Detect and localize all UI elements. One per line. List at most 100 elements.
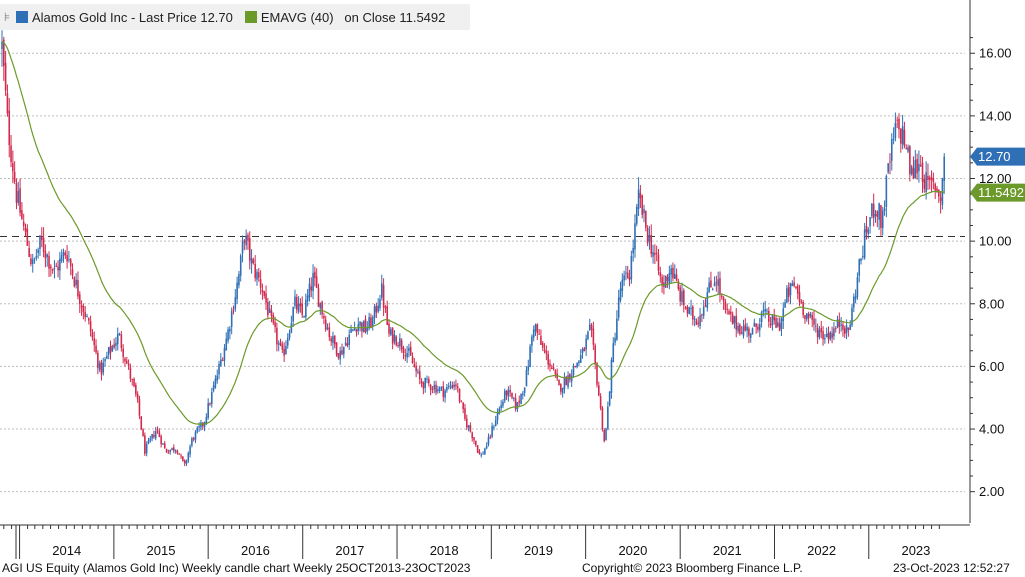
candle-body — [218, 363, 220, 375]
candle-body — [683, 290, 685, 306]
candle-body — [787, 287, 790, 298]
candle-body — [107, 347, 110, 355]
candle-body — [258, 272, 260, 278]
candle-body — [673, 273, 676, 279]
candle-body — [661, 276, 663, 285]
candle-body — [333, 335, 336, 345]
candle-body — [223, 348, 226, 361]
candle-body — [793, 282, 795, 286]
candle-body — [594, 345, 596, 364]
candle-body — [632, 247, 634, 254]
candle-body — [527, 366, 530, 371]
candle-body — [98, 363, 101, 370]
candle-body — [842, 324, 844, 330]
candle-body — [805, 313, 808, 320]
candle-body — [379, 299, 381, 309]
candle-body — [887, 163, 889, 173]
candle-body — [203, 422, 206, 428]
candle-body — [234, 297, 237, 310]
candle-body — [89, 321, 92, 332]
candle-body — [118, 333, 121, 336]
candle-body — [547, 353, 549, 365]
candle-body — [677, 281, 680, 289]
candle-body — [910, 166, 913, 175]
candle-body — [42, 237, 45, 252]
candle-body — [361, 322, 363, 332]
candle-body — [144, 435, 146, 454]
candle-body — [684, 307, 687, 309]
candle-body — [449, 386, 452, 388]
legend-price-item[interactable]: Alamos Gold Inc - Last Price 12.70 — [14, 10, 233, 25]
price-tick-label: 8.00 — [979, 296, 1004, 311]
pin-icon[interactable]: ⊧ — [3, 10, 11, 24]
candle-body — [50, 266, 52, 269]
candle-body — [277, 343, 280, 345]
candle-body — [561, 387, 564, 394]
candle-body — [795, 286, 797, 288]
footer-description: AGI US Equity (Alamos Gold Inc) Weekly c… — [2, 561, 471, 575]
candle-body — [78, 294, 81, 305]
candle-body — [290, 323, 293, 333]
candle-body — [375, 305, 378, 313]
candle-body — [73, 277, 76, 287]
candle-body — [185, 460, 188, 464]
candle-body — [786, 288, 788, 303]
candle-body — [892, 138, 895, 140]
candle-body — [919, 165, 922, 167]
candle-body — [113, 344, 115, 348]
candle-body — [634, 223, 636, 250]
candle-body — [122, 348, 124, 357]
last-price-tag — [970, 147, 1025, 166]
candle-body — [598, 385, 600, 396]
candle-body — [768, 310, 770, 322]
candle-body — [818, 330, 821, 338]
candle-body — [402, 347, 405, 354]
candle-body — [943, 156, 946, 182]
candle-body — [241, 242, 244, 254]
candle-body — [909, 146, 911, 175]
price-tick-label: 10.00 — [979, 234, 1012, 249]
chart-footer: AGI US Equity (Alamos Gold Inc) Weekly c… — [0, 560, 1025, 577]
candle-body — [518, 400, 521, 403]
candle-body — [192, 438, 195, 440]
candle-body — [578, 361, 580, 364]
legend-ema-item[interactable]: EMAVG (40) on Close 11.5492 — [243, 10, 445, 25]
candle-body — [554, 370, 557, 375]
candle-body — [516, 402, 519, 410]
candle-body — [733, 316, 736, 323]
candle-body — [648, 235, 651, 242]
candle-body — [6, 93, 9, 114]
candle-body — [863, 229, 866, 258]
candle-body — [109, 345, 112, 353]
candle-body — [485, 445, 488, 449]
ema-value-tag — [970, 183, 1025, 202]
candle-body — [328, 327, 331, 338]
candle-body — [493, 426, 495, 428]
candle-body — [178, 453, 181, 455]
candle-body — [4, 62, 7, 91]
candle-body — [858, 259, 861, 276]
candle-body — [505, 390, 508, 396]
candle-body — [37, 249, 39, 253]
candle-body — [359, 321, 361, 326]
candle-body — [686, 306, 689, 314]
candle-body — [630, 255, 633, 280]
year-label: 2018 — [430, 543, 459, 558]
candle-body — [693, 318, 696, 320]
candle-body — [390, 329, 392, 335]
candle-body — [827, 332, 830, 340]
candle-body — [227, 329, 229, 341]
candle-body — [129, 367, 132, 379]
candle-body — [153, 434, 155, 438]
price-tick-label: 16.00 — [979, 46, 1012, 61]
candle-body — [116, 333, 119, 345]
candle-body — [364, 318, 367, 333]
candle-body — [588, 324, 591, 331]
candle-body — [95, 345, 97, 353]
candle-body — [138, 399, 141, 416]
candle-body — [279, 342, 282, 346]
candle-body — [310, 286, 313, 291]
candle-body — [883, 208, 886, 211]
candle-body — [373, 306, 376, 318]
candle-body — [746, 326, 748, 331]
